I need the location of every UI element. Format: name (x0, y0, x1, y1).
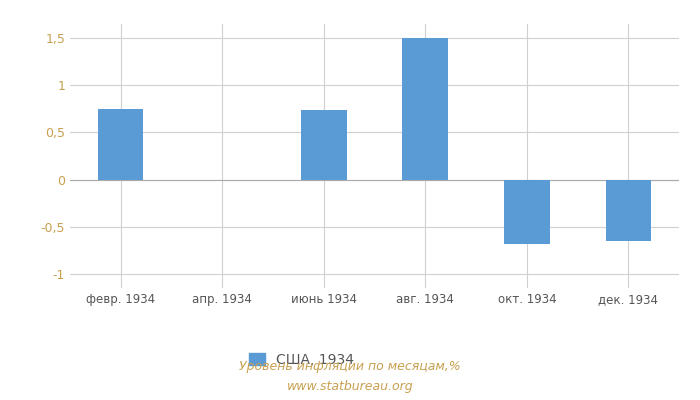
Text: www.statbureau.org: www.statbureau.org (287, 380, 413, 393)
Bar (301, 110, 346, 180)
Text: Уровень инфляции по месяцам,%: Уровень инфляции по месяцам,% (239, 360, 461, 373)
Bar (504, 180, 550, 244)
Bar (606, 180, 651, 241)
Bar (98, 109, 144, 180)
Bar (402, 38, 448, 180)
Legend: США, 1934: США, 1934 (248, 353, 354, 367)
